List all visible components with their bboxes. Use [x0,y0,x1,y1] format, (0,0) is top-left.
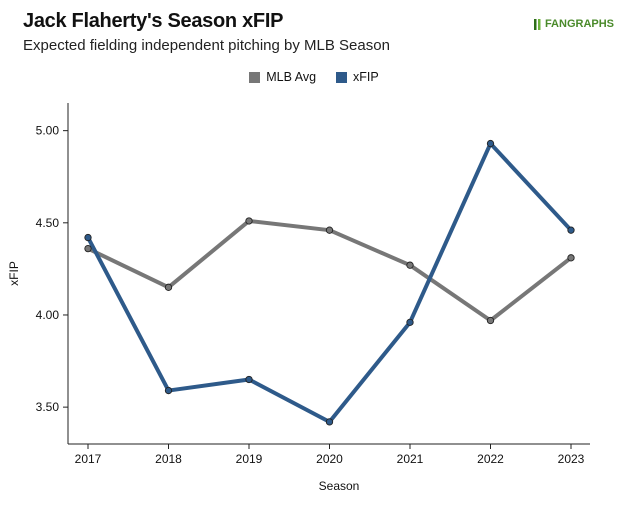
legend-swatch-mlb-avg [249,71,261,83]
x-tick-label: 2023 [558,452,585,466]
data-point-mlb-avg[interactable] [164,283,173,291]
chart-subtitle: Expected fielding independent pitching b… [23,37,390,54]
y-tick-label: 5.00 [36,124,60,138]
chart-title: Jack Flaherty's Season xFIP [23,10,284,32]
data-point-xfip[interactable] [164,386,173,395]
series-lines [86,141,573,424]
data-point-mlb-avg[interactable] [84,244,92,253]
data-point-xfip[interactable] [325,418,334,426]
data-point-xfip[interactable] [84,233,92,242]
chart-axes: 3.50 4.00 4.50 5.00 2017 2018 2019 2020 2021 2022… [36,103,590,466]
legend-swatch-xfip [336,71,348,83]
x-axis-title: Season [319,479,360,493]
y-tick-label: 4.50 [36,216,60,230]
data-point-xfip[interactable] [486,139,495,148]
fangraphs-logo: FANGRAPHS [533,18,614,30]
data-point-mlb-avg[interactable] [567,254,575,262]
series-points [84,139,575,426]
legend-label-xfip: xFIP [353,70,379,84]
fangraphs-logo-icon [533,18,543,30]
data-point-mlb-avg[interactable] [245,217,253,225]
data-point-xfip[interactable] [245,375,253,384]
x-tick-label: 2018 [155,452,182,466]
x-tick-label: 2019 [236,452,263,466]
y-tick-label: 4.00 [36,308,60,322]
data-point-mlb-avg[interactable] [406,261,414,269]
y-axis-title: xFIP [7,261,21,286]
legend-item-mlb-avg[interactable]: MLB Avg [249,70,316,84]
data-point-mlb-avg[interactable] [325,226,334,234]
chart-legend: MLB Avg xFIP [0,70,628,84]
data-point-xfip[interactable] [406,318,414,326]
y-tick-label: 3.50 [36,400,60,414]
fangraphs-logo-text: FANGRAPHS [544,18,614,30]
data-point-mlb-avg[interactable] [486,316,495,325]
x-tick-label: 2017 [75,452,102,466]
x-tick-label: 2022 [477,452,504,466]
legend-label-mlb-avg: MLB Avg [266,70,317,84]
x-tick-label: 2021 [397,452,424,466]
x-tick-label: 2020 [316,452,343,466]
series-line-mlb-avg [86,218,573,323]
legend-item-xfip[interactable]: xFIP [336,70,379,84]
data-point-xfip[interactable] [567,226,575,234]
